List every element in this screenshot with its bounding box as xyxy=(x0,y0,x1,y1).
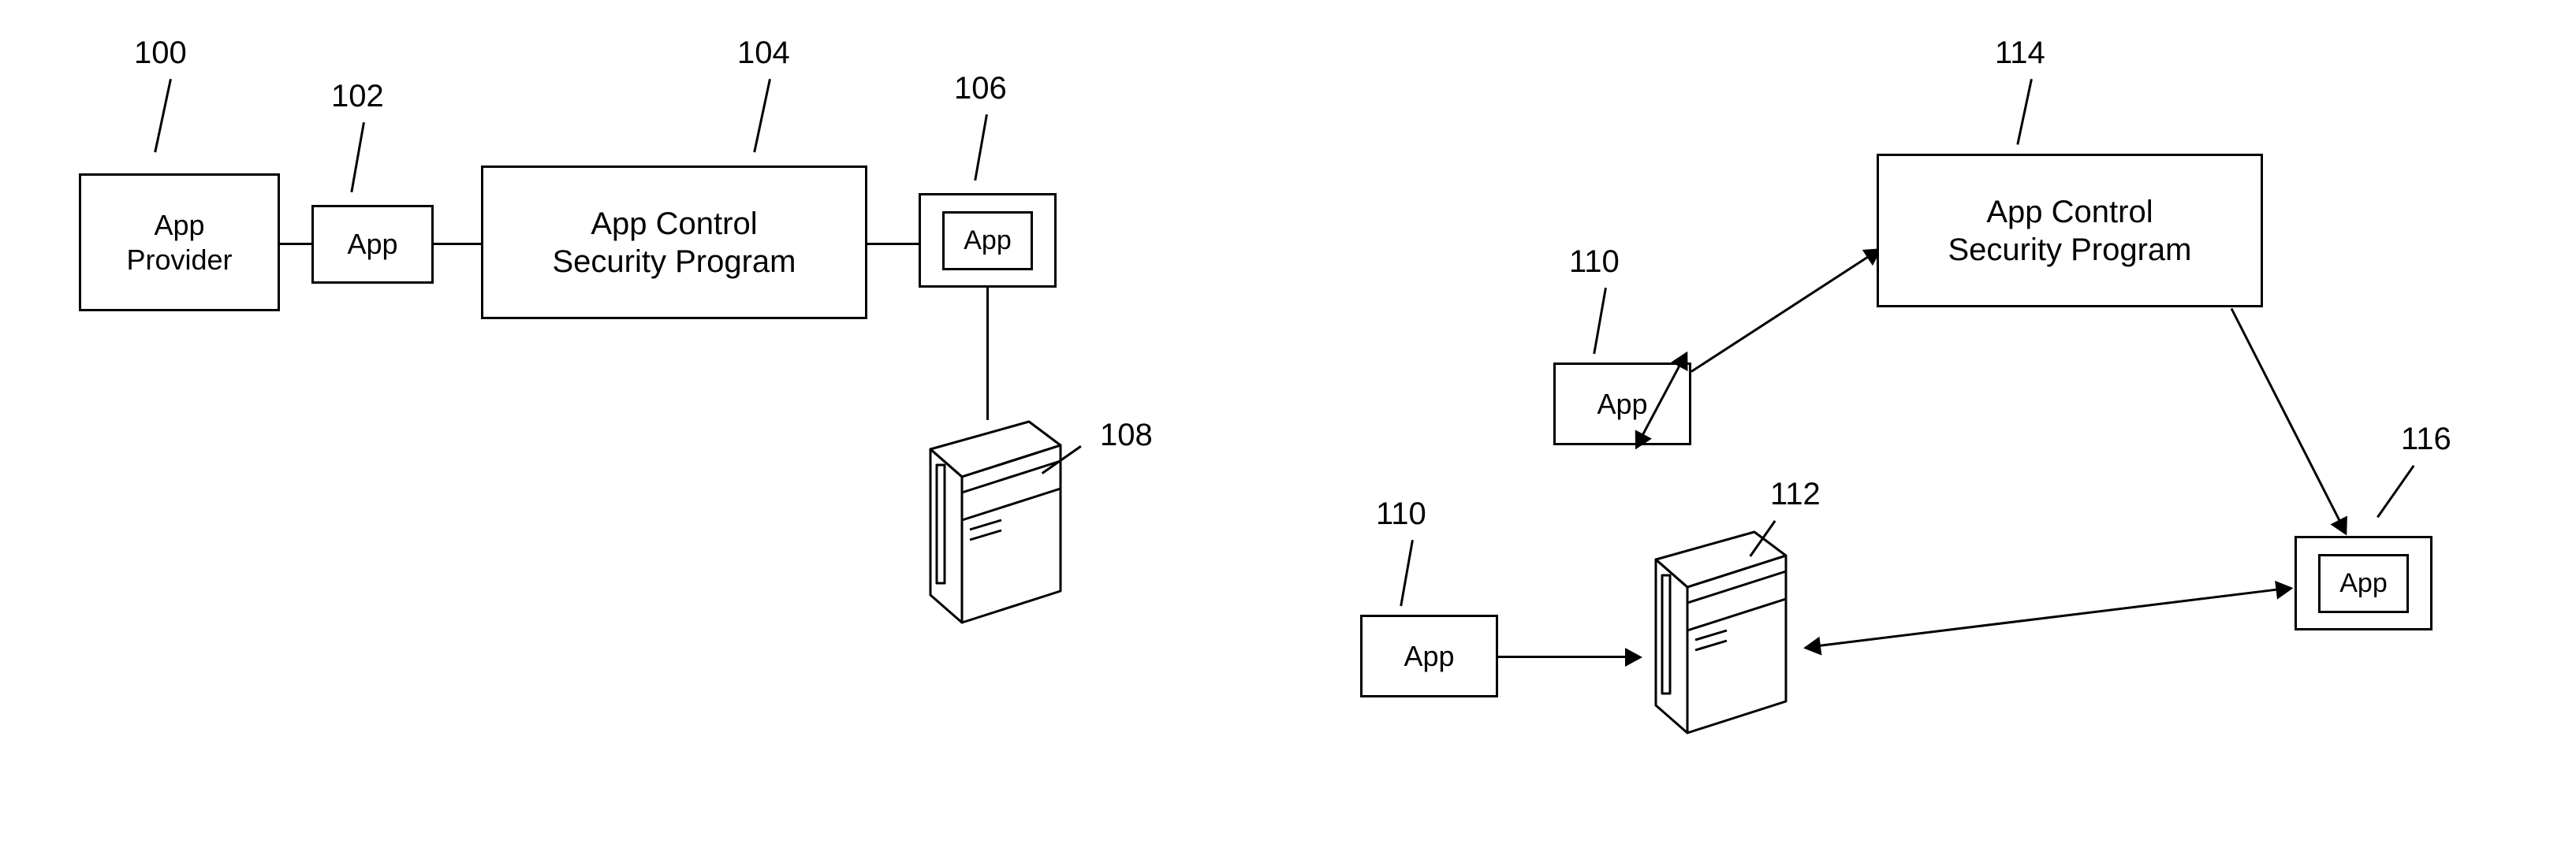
server-icon-1b xyxy=(1632,516,1806,753)
ref-label-106: 106 xyxy=(954,71,1007,106)
box-app-110-low: App xyxy=(1360,615,1498,697)
label-app-110-high: App xyxy=(1597,387,1647,421)
leader-100 xyxy=(154,79,172,153)
arrow-security-116 xyxy=(2231,308,2347,534)
label-app-original: App xyxy=(347,227,397,261)
label-app-wrapped-1a: App xyxy=(964,225,1012,257)
ref-label-100: 100 xyxy=(134,35,187,71)
label-security-1a: App Control Security Program xyxy=(553,205,796,281)
ref-label-104: 104 xyxy=(737,35,790,71)
ref-label-108: 108 xyxy=(1100,418,1153,453)
box-app-110-high: App xyxy=(1553,363,1691,445)
leader-106 xyxy=(974,114,988,180)
leader-116 xyxy=(2377,465,2414,518)
box-app-original: App xyxy=(311,205,434,284)
server-icon-1a xyxy=(907,406,1080,642)
ref-label-110-low: 110 xyxy=(1376,496,1426,532)
conn-security-appwrapped xyxy=(867,243,919,245)
ref-label-110-high: 110 xyxy=(1569,244,1620,280)
box-security-1a: App Control Security Program xyxy=(481,165,867,319)
box-app-provider: App Provider xyxy=(79,173,280,311)
label-app-provider: App Provider xyxy=(126,208,232,276)
box-security-1b: App Control Security Program xyxy=(1877,154,2263,307)
leader-102 xyxy=(350,122,365,192)
ref-label-114: 114 xyxy=(1995,35,2045,71)
box-app-wrapped-1b: App xyxy=(2295,536,2432,630)
inner-app-wrapped-1a: App xyxy=(942,211,1033,270)
arrow-110high-security xyxy=(1691,248,1881,373)
conn-provider-app xyxy=(280,243,311,245)
arrow-110low-server xyxy=(1498,656,1640,658)
ref-label-116: 116 xyxy=(2401,422,2451,457)
label-app-wrapped-1b: App xyxy=(2339,567,2388,600)
leader-104 xyxy=(753,79,771,153)
leader-110-high xyxy=(1593,288,1607,354)
inner-app-wrapped-1b: App xyxy=(2318,554,2409,613)
arrow-116-server xyxy=(1806,586,2291,649)
leader-114 xyxy=(2016,79,2033,145)
leader-110-low xyxy=(1400,540,1414,606)
conn-app-security xyxy=(434,243,481,245)
conn-appwrapped-server xyxy=(986,288,989,420)
ref-label-102: 102 xyxy=(331,79,384,114)
label-security-1b: App Control Security Program xyxy=(1948,193,2192,269)
diagram-canvas: 100 App Provider 102 App 104 App Control… xyxy=(0,0,2576,859)
ref-label-112: 112 xyxy=(1770,477,1821,512)
label-app-110-low: App xyxy=(1404,639,1454,673)
box-app-wrapped-1a: App xyxy=(919,193,1057,288)
